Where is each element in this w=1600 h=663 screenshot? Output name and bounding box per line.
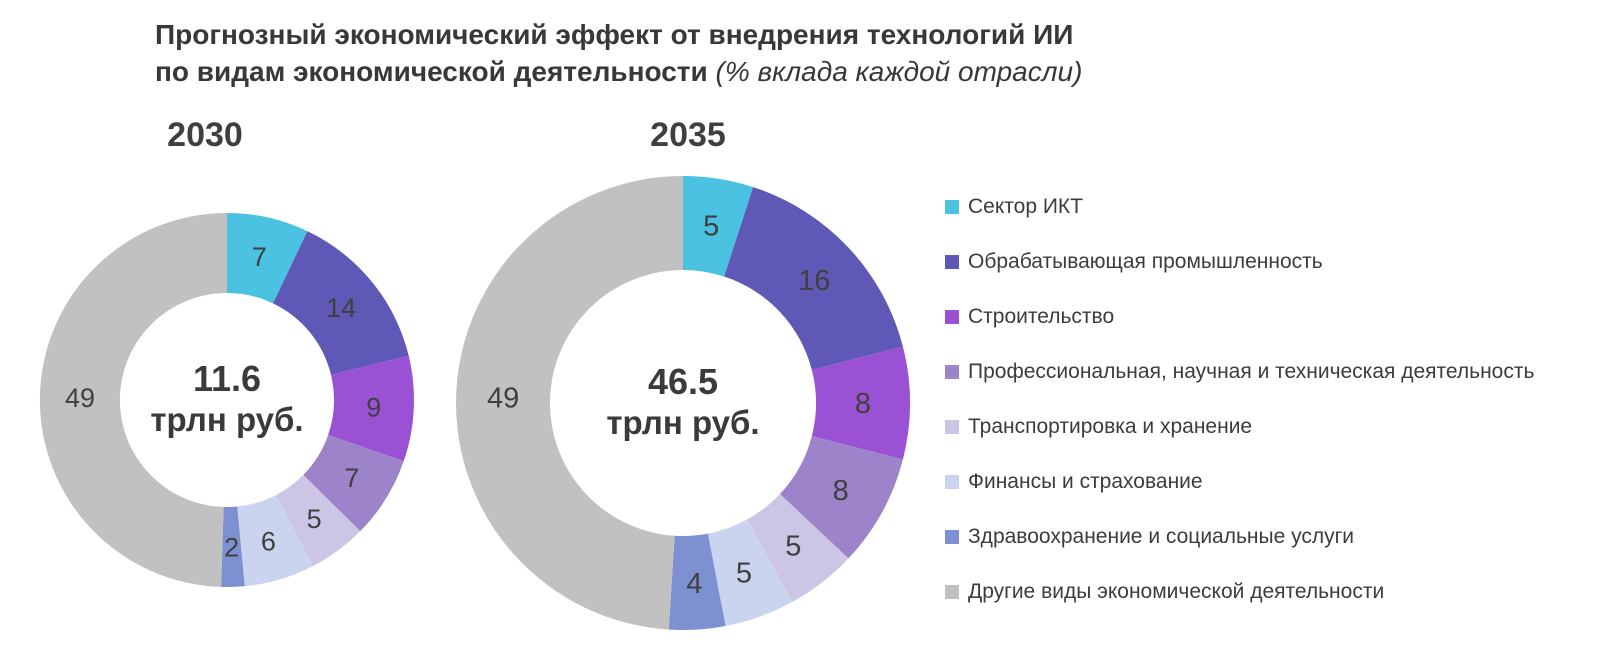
legend-swatch-icon bbox=[945, 475, 959, 489]
legend-item-construction: Строительство bbox=[945, 305, 1534, 328]
segment-value-label-2030-3: 7 bbox=[344, 463, 359, 493]
donut-segment-2030-1 bbox=[272, 231, 409, 375]
donut-segment-2030-0 bbox=[227, 213, 308, 304]
legend-item-label: Обрабатывающая промышленность bbox=[968, 250, 1323, 273]
legend-swatch-icon bbox=[945, 420, 959, 434]
legend-item-ikt: Сектор ИКТ bbox=[945, 195, 1534, 218]
donut-segment-2035-7 bbox=[456, 176, 683, 630]
donut-segment-2035-5 bbox=[707, 519, 793, 626]
year-label-2035: 2035 bbox=[650, 116, 726, 154]
legend-item-transport: Транспортировка и хранение bbox=[945, 415, 1534, 438]
donut-segment-2030-2 bbox=[328, 355, 415, 462]
title-line-1: Прогнозный экономический эффект от внедр… bbox=[155, 19, 1074, 50]
legend-swatch-icon bbox=[945, 530, 959, 544]
segment-value-label-2030-7: 49 bbox=[65, 383, 95, 413]
legend-swatch-icon bbox=[945, 365, 959, 379]
legend-item-professional: Профессиональная, научная и техническая … bbox=[945, 360, 1535, 383]
donut-segment-2035-0 bbox=[683, 176, 754, 277]
legend-item-other: Другие виды экономической деятельности bbox=[945, 580, 1534, 603]
donut-segment-2030-5 bbox=[237, 495, 313, 587]
segment-value-label-2035-4: 5 bbox=[785, 530, 801, 562]
legend-swatch-icon bbox=[945, 310, 959, 324]
legend-item-label: Финансы и страхование bbox=[968, 470, 1203, 493]
segment-value-label-2035-1: 16 bbox=[798, 265, 830, 297]
donut-segment-2035-1 bbox=[724, 187, 903, 370]
donut-segment-2035-6 bbox=[668, 533, 726, 630]
segment-value-label-2035-5: 5 bbox=[736, 558, 752, 590]
donut-segment-2030-6 bbox=[221, 506, 245, 588]
donut-segment-2030-3 bbox=[303, 435, 404, 532]
donut-segment-2030-7 bbox=[39, 212, 227, 587]
legend-item-label: Профессиональная, научная и техническая … bbox=[968, 360, 1535, 383]
segment-value-label-2035-6: 4 bbox=[686, 568, 702, 600]
legend-swatch-icon bbox=[945, 200, 959, 214]
segment-value-label-2030-0: 7 bbox=[252, 242, 267, 272]
segment-value-label-2035-3: 8 bbox=[833, 475, 849, 507]
legend-item-label: Транспортировка и хранение bbox=[968, 415, 1253, 438]
segment-value-label-2035-2: 8 bbox=[855, 388, 871, 420]
segment-value-label-2035-7: 49 bbox=[487, 382, 519, 414]
legend-item-manufacturing: Обрабатывающая промышленность bbox=[945, 250, 1534, 273]
segment-value-label-2030-5: 6 bbox=[261, 526, 276, 556]
donut-segment-2030-4 bbox=[276, 475, 361, 567]
legend-item-label: Здравоохранение и социальные услуги bbox=[968, 525, 1355, 548]
legend-item-label: Строительство bbox=[968, 305, 1115, 328]
page-title: Прогнозный экономический эффект от внедр… bbox=[155, 16, 1082, 90]
title-line-2-bold: по видам экономической деятельности bbox=[155, 56, 708, 87]
title-line-2: по видам экономической деятельности (% в… bbox=[155, 53, 1082, 90]
segment-value-label-2030-2: 9 bbox=[366, 392, 381, 422]
legend: Сектор ИКТ Обрабатывающая промышленность… bbox=[945, 195, 1535, 636]
legend-item-label: Другие виды экономической деятельности bbox=[968, 580, 1385, 603]
donut-segment-2035-4 bbox=[747, 494, 849, 602]
legend-item-finance: Финансы и страхование bbox=[945, 470, 1534, 493]
segment-value-label-2030-6: 2 bbox=[224, 532, 239, 562]
legend-item-label: Сектор ИКТ bbox=[968, 195, 1083, 218]
title-line-2-italic: (% вклада каждой отрасли) bbox=[715, 56, 1083, 87]
donut-segment-2035-2 bbox=[811, 346, 911, 460]
legend-item-healthcare: Здравоохранение и социальные услуги bbox=[945, 525, 1534, 548]
donut-segment-2035-3 bbox=[779, 436, 903, 559]
segment-value-label-2030-4: 5 bbox=[307, 504, 322, 534]
legend-swatch-icon bbox=[945, 255, 959, 269]
segment-value-label-2030-1: 14 bbox=[326, 293, 356, 323]
segment-value-label-2035-0: 5 bbox=[703, 210, 719, 242]
legend-swatch-icon bbox=[945, 585, 959, 599]
year-label-2030: 2030 bbox=[167, 116, 243, 154]
